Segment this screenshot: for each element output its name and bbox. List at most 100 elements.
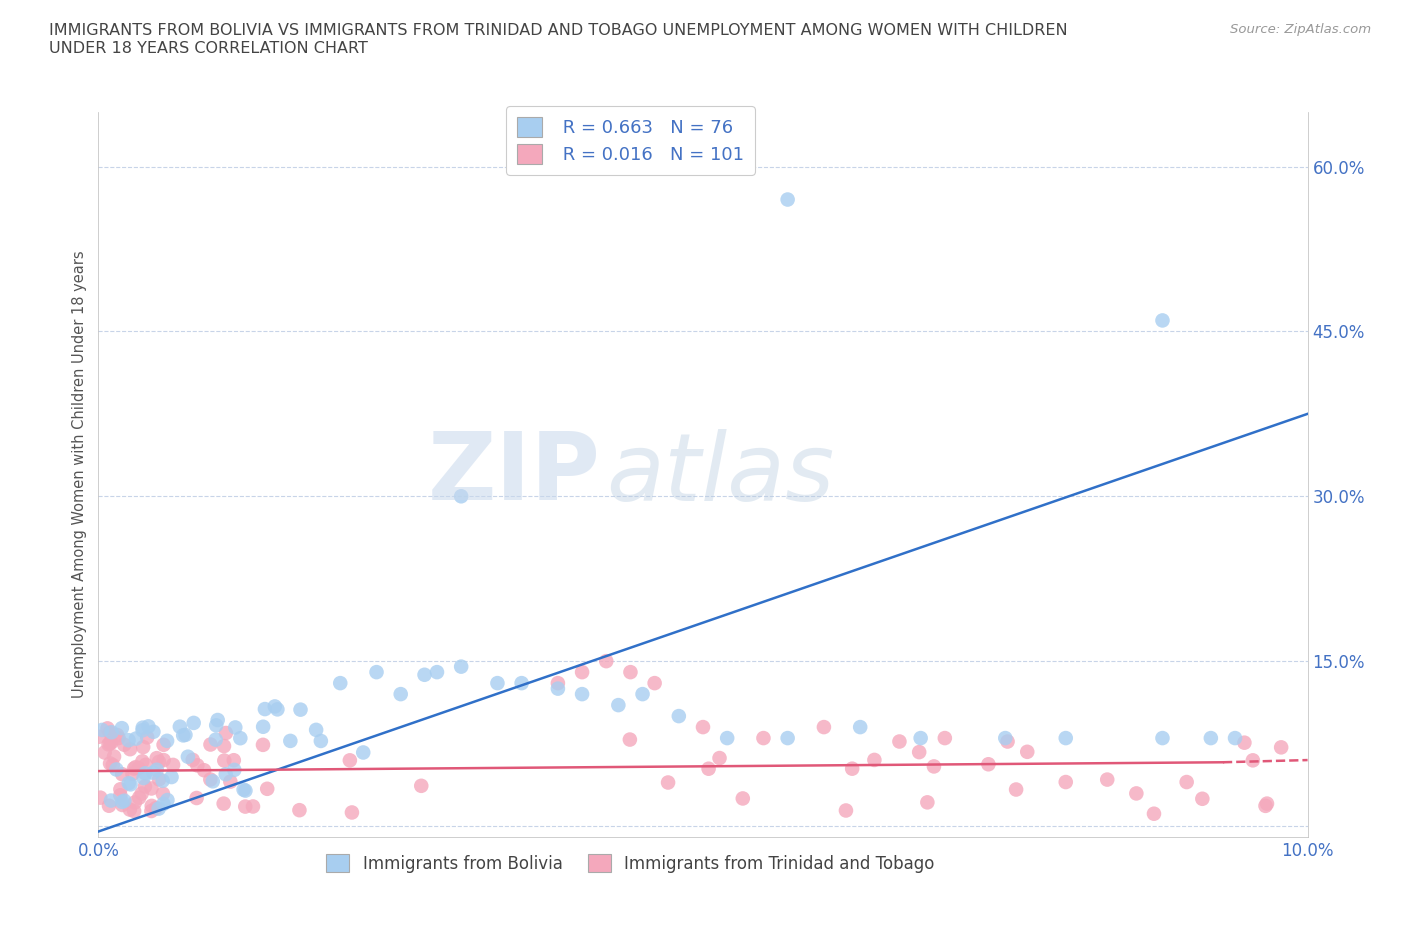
Point (450, 489, 472, 504)
Point (156, 792, 179, 807)
Point (922, 759, 945, 774)
Point (98, 756, 121, 771)
Point (204, 732, 226, 747)
Point (141, 804, 163, 818)
Point (366, 665, 388, 680)
Text: IMMIGRANTS FROM BOLIVIA VS IMMIGRANTS FROM TRINIDAD AND TOBAGO UNEMPLOYMENT AMON: IMMIGRANTS FROM BOLIVIA VS IMMIGRANTS FR… (49, 23, 1067, 56)
Point (111, 794, 134, 809)
Point (215, 725, 238, 740)
Point (835, 803, 858, 817)
Point (118, 776, 141, 790)
Point (174, 727, 197, 742)
Point (242, 799, 264, 814)
Point (1256, 796, 1278, 811)
Point (136, 730, 159, 745)
Point (1254, 799, 1277, 814)
Point (1017, 744, 1039, 759)
Point (122, 804, 145, 818)
Point (131, 723, 153, 737)
Point (152, 752, 174, 767)
Point (917, 795, 939, 810)
Point (224, 763, 246, 777)
Point (571, 665, 593, 680)
Point (112, 737, 135, 752)
Point (290, 702, 312, 717)
Point (252, 719, 274, 734)
Point (235, 783, 257, 798)
Point (103, 749, 125, 764)
Point (1054, 731, 1077, 746)
Point (87, 729, 110, 744)
Point (98, 736, 121, 751)
Point (280, 734, 302, 749)
Point (131, 754, 153, 769)
Point (128, 790, 150, 805)
Point (121, 766, 143, 781)
Point (1097, 772, 1119, 787)
Point (120, 742, 142, 757)
Text: ZIP: ZIP (427, 429, 600, 520)
Point (619, 732, 641, 747)
Point (1191, 791, 1213, 806)
Point (224, 720, 246, 735)
Point (98, 725, 121, 740)
Point (91, 723, 114, 737)
Point (201, 774, 224, 789)
Point (233, 799, 256, 814)
Point (93, 745, 115, 760)
Point (547, 676, 569, 691)
Point (571, 686, 593, 701)
Point (148, 754, 170, 769)
Point (305, 723, 328, 737)
Point (934, 731, 956, 746)
Point (105, 727, 128, 742)
Point (125, 731, 148, 746)
Point (177, 750, 200, 764)
Point (186, 758, 208, 773)
Point (668, 709, 690, 724)
Point (1175, 775, 1198, 790)
Point (219, 774, 242, 789)
Point (657, 775, 679, 790)
Point (1005, 782, 1028, 797)
Point (288, 803, 311, 817)
Point (1241, 753, 1264, 768)
Point (205, 718, 228, 733)
Point (908, 745, 931, 760)
Point (450, 659, 472, 674)
Point (124, 795, 146, 810)
Point (309, 734, 332, 749)
Point (389, 686, 412, 701)
Point (162, 757, 184, 772)
Point (100, 793, 122, 808)
Point (1125, 786, 1147, 801)
Point (619, 665, 641, 680)
Point (148, 772, 170, 787)
Point (207, 712, 229, 727)
Point (145, 751, 167, 765)
Point (631, 686, 654, 701)
Point (160, 770, 183, 785)
Point (716, 731, 738, 746)
Text: atlas: atlas (606, 429, 835, 520)
Point (411, 778, 433, 793)
Point (644, 676, 666, 691)
Point (1143, 806, 1166, 821)
Text: Source: ZipAtlas.com: Source: ZipAtlas.com (1230, 23, 1371, 36)
Point (352, 745, 374, 760)
Point (1054, 775, 1077, 790)
Point (112, 793, 135, 808)
Point (266, 702, 288, 717)
Point (118, 803, 141, 817)
Point (1233, 736, 1256, 751)
Point (152, 787, 174, 802)
Point (426, 665, 449, 680)
Point (96, 721, 118, 736)
Point (145, 801, 167, 816)
Point (997, 734, 1019, 749)
Point (595, 654, 617, 669)
Point (1270, 740, 1292, 755)
Point (111, 798, 134, 813)
Point (229, 731, 252, 746)
Point (132, 739, 155, 754)
